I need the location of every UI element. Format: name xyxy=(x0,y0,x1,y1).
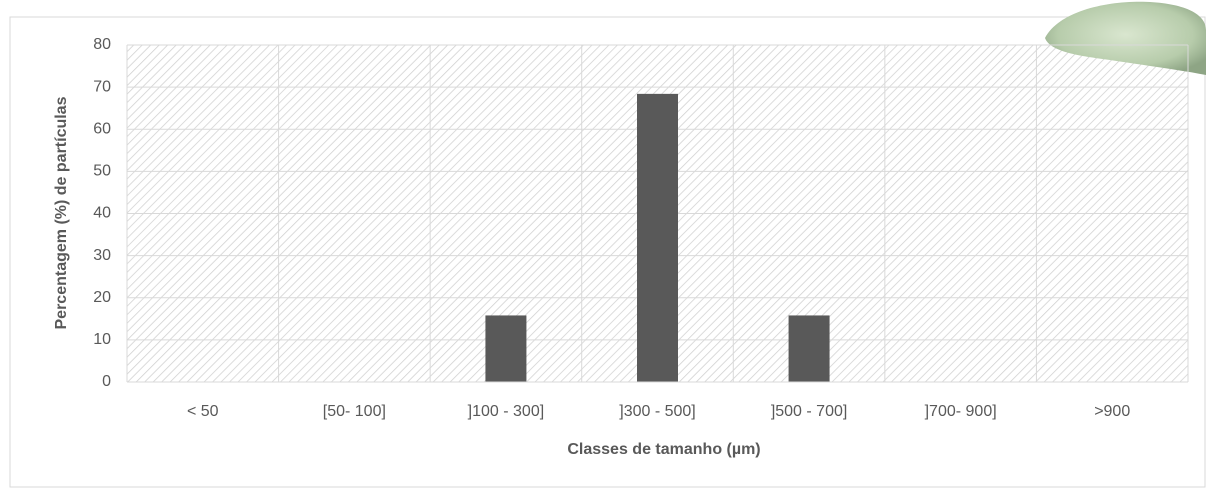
y-axis-title: Percentagem (%) de partículas xyxy=(53,96,70,329)
y-tick-label: 70 xyxy=(93,78,111,95)
x-tick-label: ]300 - 500] xyxy=(619,403,696,420)
y-tick-label: 60 xyxy=(93,120,111,137)
y-tick-label: 0 xyxy=(102,373,111,390)
x-tick-label: >900 xyxy=(1094,403,1130,420)
y-tick-label: 80 xyxy=(93,36,111,53)
x-axis-title: Classes de tamanho (µm) xyxy=(567,441,760,458)
x-tick-label: [50- 100] xyxy=(323,403,386,420)
y-tick-label: 50 xyxy=(93,163,111,180)
y-tick-label: 40 xyxy=(93,205,111,222)
x-tick-label: ]100 - 300] xyxy=(468,403,545,420)
chart: Classes de tamanho (µm) Percentagem (%) … xyxy=(0,0,1206,489)
bar xyxy=(637,94,678,382)
x-tick-label: ]700- 900] xyxy=(925,403,997,420)
y-tick-label: 10 xyxy=(93,331,111,348)
bar xyxy=(789,315,830,382)
y-tick-label: 20 xyxy=(93,289,111,306)
y-tick-label: 30 xyxy=(93,247,111,264)
bar xyxy=(485,315,526,382)
x-tick-label: ]500 - 700] xyxy=(771,403,848,420)
x-tick-label: < 50 xyxy=(187,403,219,420)
